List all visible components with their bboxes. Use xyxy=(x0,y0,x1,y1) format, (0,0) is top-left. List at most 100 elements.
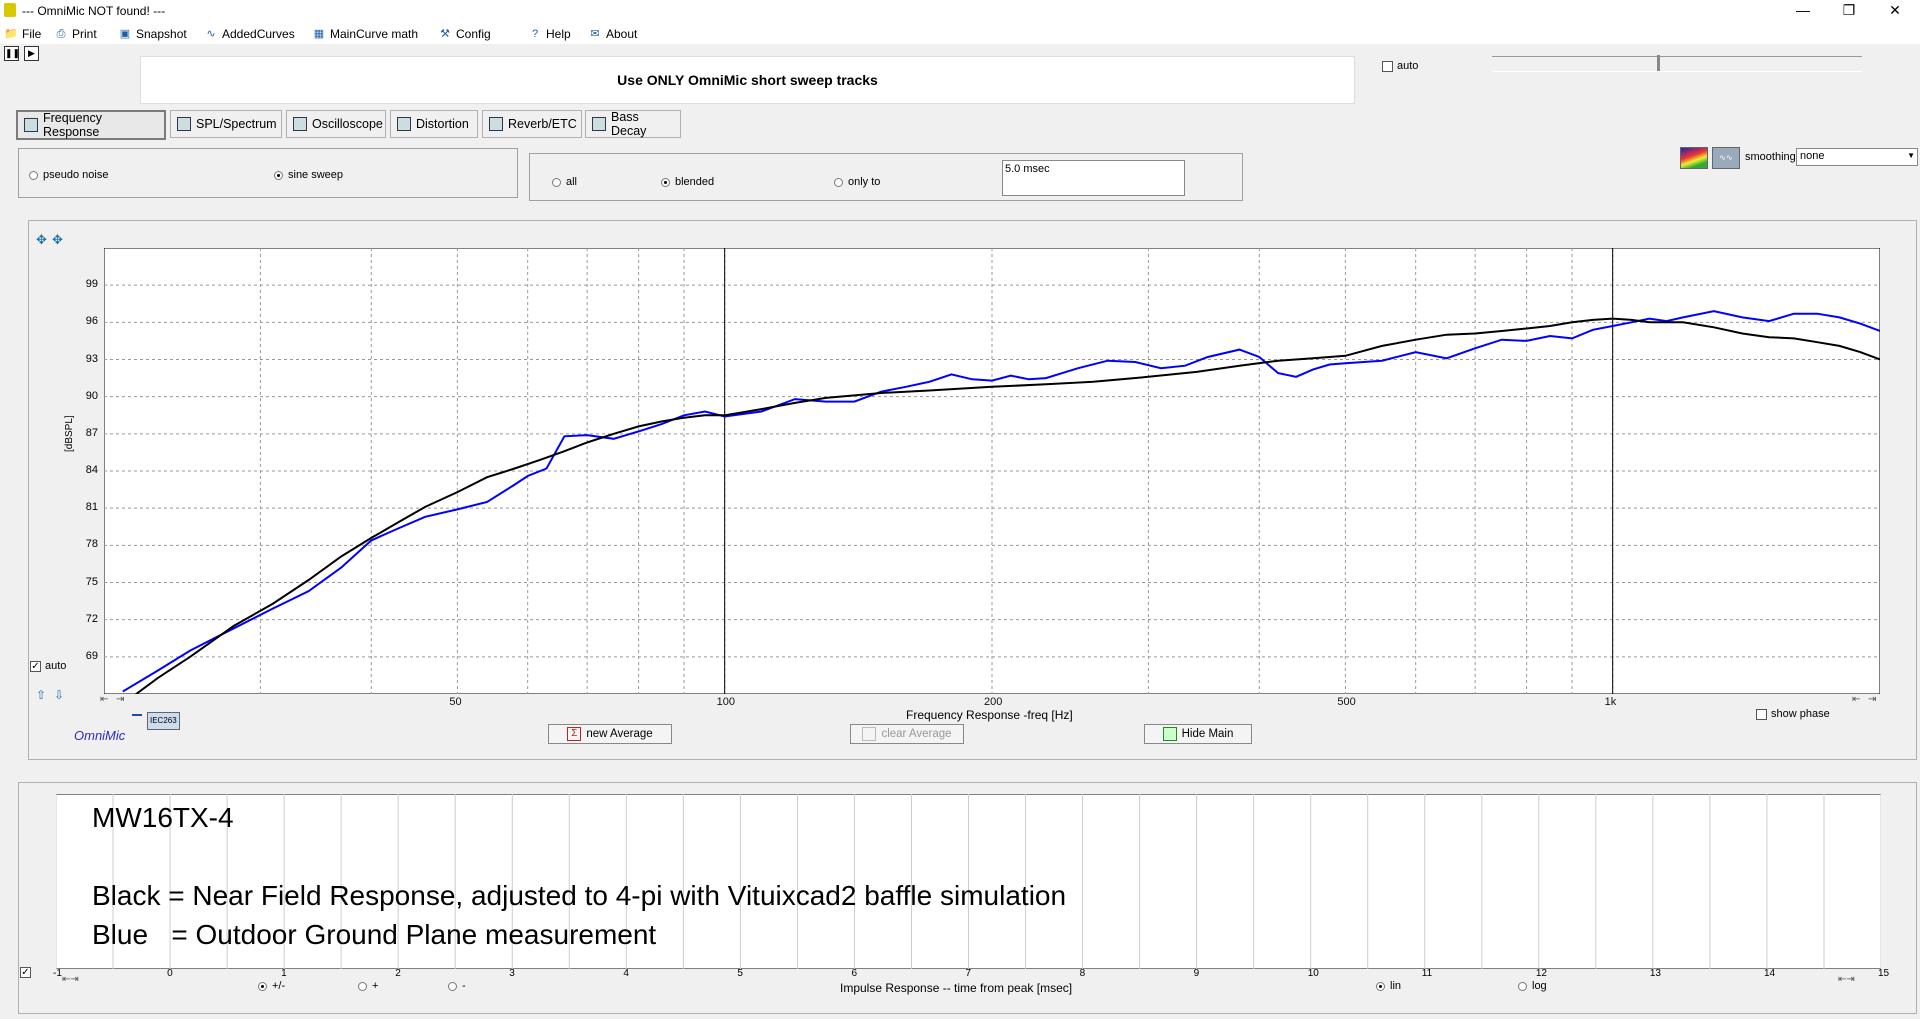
sine-sweep-radio[interactable]: sine sweep xyxy=(274,169,343,181)
x-tick-label: 500 xyxy=(1337,696,1356,708)
scale-lin-radio[interactable]: lin xyxy=(1376,980,1401,992)
frequency-response-plot[interactable] xyxy=(104,248,1880,694)
restore-button[interactable]: ❐ xyxy=(1842,2,1856,18)
pan-left-end-icon[interactable]: ⇤ xyxy=(1852,694,1861,705)
impulse-tick-label: 10 xyxy=(1307,968,1319,979)
level-slider-thumb[interactable] xyxy=(1657,55,1660,71)
impulse-pan-right-icon[interactable]: ⇤⇥ xyxy=(1838,974,1855,985)
impulse-tick-label: 7 xyxy=(965,968,972,979)
gate-only-to-label: only to xyxy=(848,176,881,188)
zoom-vertical-fine-icon[interactable]: ✥ xyxy=(52,232,63,247)
camera-icon: ▣ xyxy=(119,28,131,40)
pseudo-noise-label: pseudo noise xyxy=(43,169,109,181)
new-average-label: new Average xyxy=(586,728,653,740)
polarity-plus-radio[interactable]: + xyxy=(358,980,378,992)
smoothing-value: none xyxy=(1800,150,1825,162)
tab-oscilloscope[interactable]: Oscilloscope xyxy=(286,110,386,138)
blue-curve xyxy=(122,310,1880,693)
menu-addedcurves[interactable]: ∿ AddedCurves xyxy=(204,25,294,43)
pan-right-end-icon[interactable]: ⇥ xyxy=(1868,694,1877,705)
gating-panel: all blended only to 5.0 msec xyxy=(529,153,1243,201)
impulse-tick-label: 9 xyxy=(1193,968,1200,979)
help-icon: ? xyxy=(531,28,539,40)
freq-response-icon xyxy=(24,118,38,132)
scroll-up-icon[interactable]: ⇧ xyxy=(36,688,47,702)
y-tick-label: 96 xyxy=(85,315,98,328)
impulse-tick-label: 8 xyxy=(1079,968,1086,979)
color-curves-icon[interactable] xyxy=(1680,147,1708,169)
scroll-down-icon[interactable]: ⇩ xyxy=(54,688,65,702)
impulse-tick-label: 14 xyxy=(1763,968,1776,979)
chevron-down-icon: ▼ xyxy=(1907,151,1915,160)
level-slider[interactable] xyxy=(1492,55,1862,72)
impulse-tick-label: 15 xyxy=(1878,968,1890,979)
impulse-tick-label: 3 xyxy=(509,968,515,979)
y-tick-label: 99 xyxy=(85,278,98,291)
tab-spl-spectrum[interactable]: SPL/Spectrum xyxy=(170,110,282,138)
polarity-minus-radio[interactable]: - xyxy=(448,980,466,992)
play-button[interactable]: ▶ xyxy=(24,46,39,61)
gate-all-label: all xyxy=(566,176,578,188)
menu-file-label: File xyxy=(22,27,42,41)
scale-log-radio[interactable]: log xyxy=(1518,980,1547,992)
hide-main-button[interactable]: Hide Main xyxy=(1144,724,1252,744)
y-tick-label: 78 xyxy=(85,538,98,551)
gate-blended-radio[interactable]: blended xyxy=(661,176,714,188)
gate-time-input[interactable]: 5.0 msec xyxy=(1002,160,1185,196)
signal-mode-panel: pseudo noise sine sweep xyxy=(18,148,518,198)
smoothing-label: smoothing xyxy=(1745,151,1796,163)
impulse-auto-checkbox[interactable]: ✓ xyxy=(20,966,31,978)
curves-icon: ∿ xyxy=(206,28,216,40)
gate-all-radio[interactable]: all xyxy=(552,176,577,188)
top-auto-checkbox[interactable]: auto xyxy=(1382,60,1418,72)
tab-frequency-response-label: Frequency Response xyxy=(43,111,103,139)
zoom-vertical-icon[interactable]: ✥ xyxy=(36,232,47,247)
y-axis-label: [dBSPL] xyxy=(64,415,75,452)
impulse-x-axis-label: Impulse Response -- time from peak [msec… xyxy=(840,981,1073,995)
impulse-tick-label: 0 xyxy=(167,968,173,979)
pause-button[interactable]: ❚❚ xyxy=(4,46,20,61)
close-button[interactable]: ✕ xyxy=(1889,2,1901,18)
polarity-both-radio[interactable]: +/- xyxy=(258,980,285,992)
menu-help[interactable]: ? Help xyxy=(528,25,571,43)
tab-reverb-etc[interactable]: Reverb/ETC xyxy=(482,110,582,138)
menu-about[interactable]: ✉ About xyxy=(588,25,637,43)
impulse-tick-label: 6 xyxy=(851,968,857,979)
tab-bass-decay[interactable]: Bass Decay xyxy=(585,110,681,138)
menu-print[interactable]: ⎙ Print xyxy=(54,25,97,43)
impulse-panel xyxy=(18,782,1917,1014)
show-phase-checkbox[interactable]: show phase xyxy=(1756,708,1830,720)
clear-icon xyxy=(862,727,877,741)
menu-file[interactable]: 📁 File xyxy=(4,25,41,43)
y-tick-label: 84 xyxy=(85,464,98,476)
app-icon xyxy=(4,3,16,17)
menu-snapshot[interactable]: ▣ Snapshot xyxy=(118,25,187,43)
gate-only-to-radio[interactable]: only to xyxy=(834,176,880,188)
show-phase-label: show phase xyxy=(1771,708,1830,720)
y-tick-label: 72 xyxy=(85,612,98,625)
pan-left-icon[interactable]: ⇤ xyxy=(100,694,109,705)
menu-maincurve-math[interactable]: ▦ MainCurve math xyxy=(312,25,418,43)
menu-config[interactable]: ⚒ Config xyxy=(438,25,491,43)
x-tick-label: 100 xyxy=(716,696,736,708)
y-auto-label: auto xyxy=(45,660,67,672)
frequency-graph-panel xyxy=(28,220,1917,760)
hide-main-label: Hide Main xyxy=(1181,728,1234,740)
mic-tag[interactable]: IEC263 xyxy=(147,712,180,730)
tab-distortion[interactable]: Distortion xyxy=(390,110,478,138)
impulse-tick-label: 4 xyxy=(623,968,629,979)
y-auto-checkbox[interactable]: ✓ auto xyxy=(30,660,67,672)
smoothing-wave-icon[interactable]: ∿∿ xyxy=(1712,147,1740,169)
minimize-button[interactable]: — xyxy=(1796,2,1810,18)
impulse-pan-left-icon[interactable]: ⇤⇥ xyxy=(62,974,79,985)
menu-bar: 📁 File ⎙ Print ▣ Snapshot ∿ AddedCurves ▦ MainCur… xyxy=(0,22,1920,44)
smoothing-select[interactable]: none ▼ xyxy=(1796,148,1918,166)
speech-icon: ✉ xyxy=(590,28,600,40)
pan-right-icon[interactable]: ⇥ xyxy=(116,694,125,705)
impulse-plot[interactable] xyxy=(56,794,1881,969)
clear-average-button[interactable]: clear Average xyxy=(850,724,964,744)
x-axis-label: Frequency Response -freq [Hz] xyxy=(906,708,1073,722)
pseudo-noise-radio[interactable]: pseudo noise xyxy=(29,169,108,181)
tab-frequency-response[interactable]: Frequency Response xyxy=(16,110,166,140)
